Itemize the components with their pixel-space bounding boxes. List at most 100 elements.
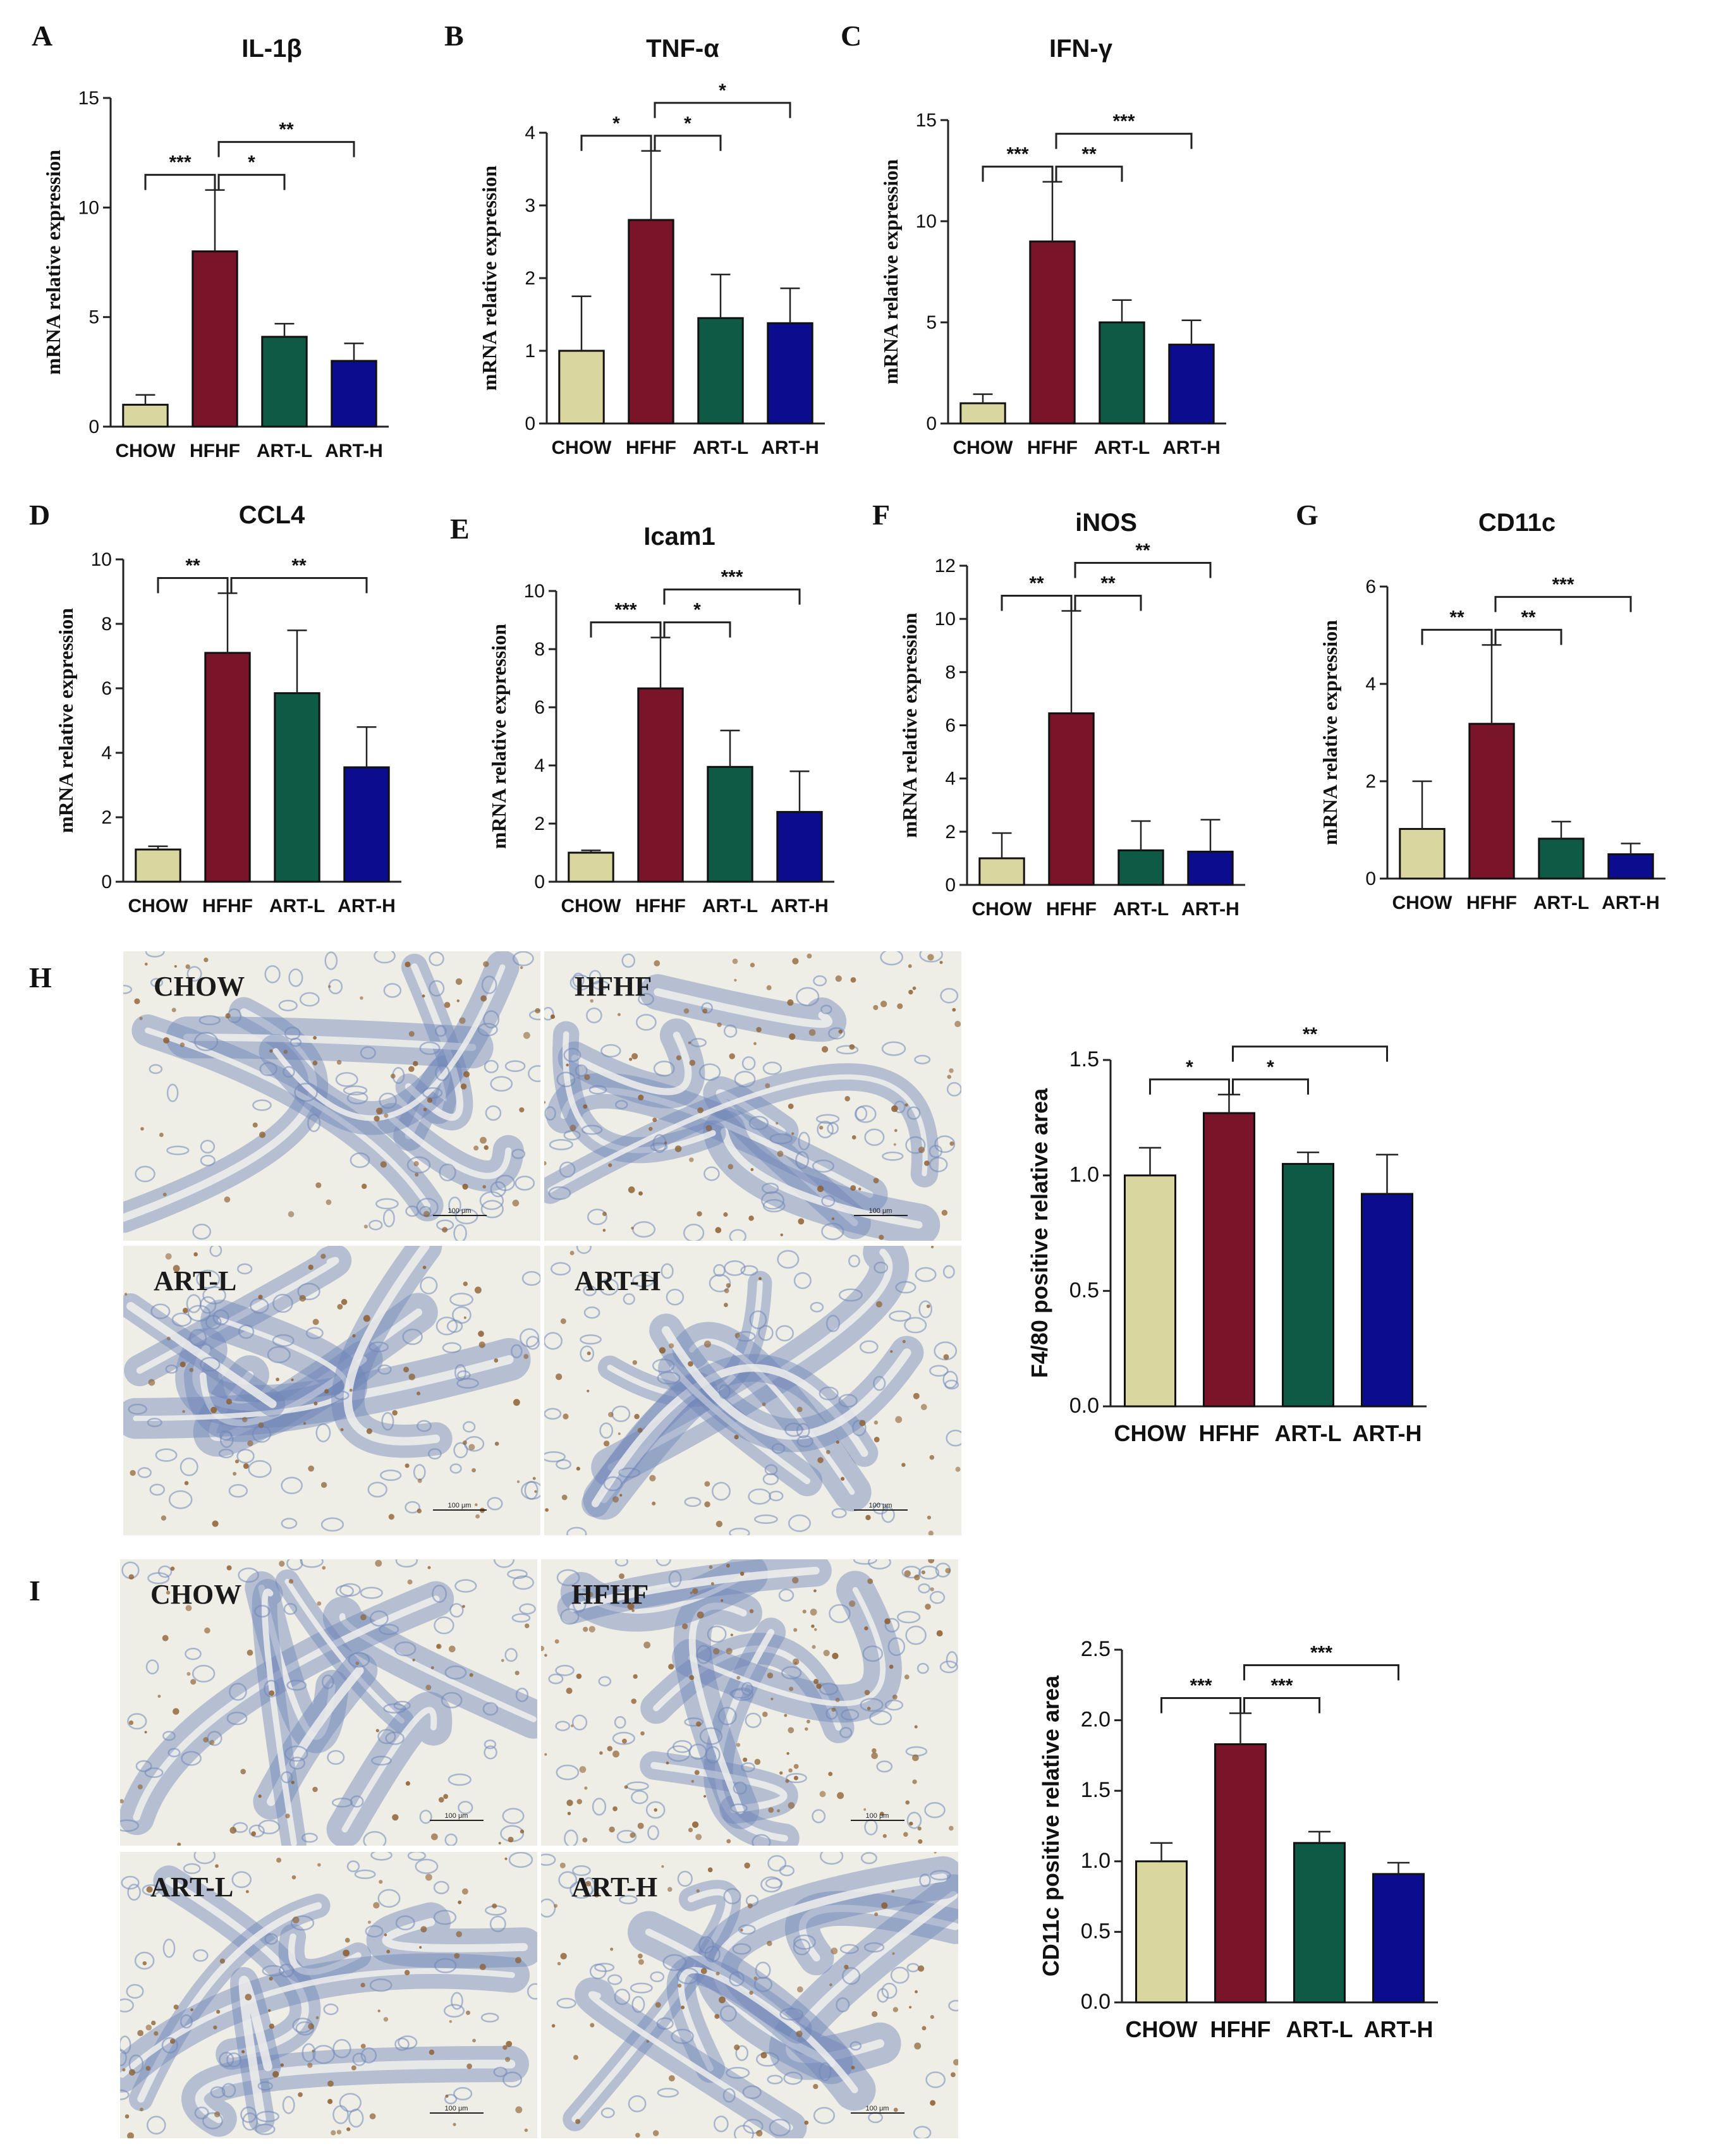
micrograph-label: CHOW	[154, 971, 245, 1002]
stain-dot	[469, 1673, 473, 1678]
cell	[252, 1099, 272, 1111]
cell	[375, 1198, 399, 1210]
cell	[480, 1200, 504, 1219]
stain-dot	[835, 975, 842, 982]
cell	[564, 1829, 578, 1846]
stain-dot	[879, 1234, 884, 1240]
cell	[324, 951, 338, 970]
cell	[544, 1451, 566, 1463]
stain-dot	[303, 1422, 307, 1425]
significance-bracket	[654, 135, 722, 151]
stain-dot	[652, 1118, 657, 1123]
cell	[571, 1714, 588, 1731]
stain-dot	[697, 1211, 702, 1217]
lumen-line	[689, 1338, 855, 1495]
significance-bracket	[1494, 595, 1632, 612]
y-tick-label: 10	[91, 549, 112, 570]
stain-dot	[585, 1880, 592, 1887]
tissue-layer	[544, 1246, 961, 1535]
stain-dot	[700, 1968, 707, 1975]
stain-dot	[454, 1952, 460, 1959]
cell	[729, 1229, 746, 1241]
stain-dot	[224, 1196, 231, 1203]
lumen-line	[343, 1246, 441, 1446]
stain-dot	[609, 1826, 615, 1833]
stain-dot	[420, 1926, 427, 1933]
cell	[360, 2047, 377, 2064]
cell	[127, 1713, 147, 1730]
panel-letter-c: C	[841, 20, 862, 52]
stain-dot	[914, 1725, 918, 1729]
stain-dot	[654, 960, 661, 966]
stain-dot	[661, 1865, 664, 1868]
stain-dot	[709, 1565, 713, 1569]
stain-dot	[791, 1132, 795, 1135]
stain-dot	[954, 1021, 961, 1028]
category-label: ART-H	[761, 437, 819, 458]
cell	[919, 951, 943, 963]
stain-dot	[554, 1904, 558, 1908]
panel-letter-a: A	[32, 20, 52, 52]
cell	[290, 1915, 315, 1931]
stain-dot	[413, 1061, 418, 1066]
stain-dot	[844, 1095, 850, 1102]
stain-dot	[696, 1721, 702, 1727]
stain-dot	[829, 1983, 832, 1987]
lumen-line	[267, 1666, 364, 1806]
stain-dot	[429, 2049, 435, 2056]
cell	[723, 1024, 738, 1038]
cell	[348, 1652, 370, 1668]
cell	[873, 1375, 886, 1391]
y-tick-label: 6	[101, 678, 112, 699]
stain-dot	[734, 1435, 739, 1440]
stain-dot	[315, 2016, 319, 2019]
stain-dot	[190, 1679, 197, 1685]
cell	[650, 1142, 668, 1152]
bar-hfhf	[1029, 240, 1076, 425]
chart-i: 0.0 0.5 1.0 1.5 2.0 2.5 CD11c positive relativ…	[1038, 1637, 1438, 2042]
stain-dot	[681, 2006, 685, 2009]
stain-dot	[404, 1970, 410, 1976]
bar-chow	[122, 403, 169, 428]
significance-bracket	[217, 174, 286, 190]
stain-dot	[233, 1471, 237, 1476]
stain-dot	[474, 1286, 482, 1294]
scale-bar-label: 100 μm	[448, 1502, 472, 1509]
tissue-layer	[123, 1246, 540, 1532]
stain-dot	[697, 1107, 703, 1114]
cell	[332, 2038, 351, 2059]
cell	[379, 1624, 399, 1635]
stain-dot	[638, 1959, 644, 1965]
y-tick-label: 0	[926, 413, 937, 434]
stain-dot	[918, 1965, 925, 1972]
bar-chow	[558, 350, 605, 425]
stain-dot	[561, 1494, 568, 1501]
y-axis-label: mRNA relative expression	[487, 624, 510, 849]
stain-dot	[914, 2042, 922, 2050]
y-tick-label: 4	[1365, 674, 1376, 695]
y-tick-label: 15	[78, 88, 99, 109]
scale-bar-label: 100 μm	[448, 1207, 472, 1215]
significance-bracket	[1055, 133, 1193, 149]
stain-dot	[369, 2113, 376, 2120]
lumen-line	[136, 1257, 339, 1374]
cell	[205, 1315, 222, 1330]
cell	[580, 1345, 595, 1362]
cell	[346, 1091, 368, 1105]
stain-dot	[430, 1666, 434, 1669]
cell	[556, 1459, 571, 1470]
stain-dot	[165, 1253, 172, 1260]
stain-dot	[241, 2050, 245, 2054]
cell	[667, 1745, 691, 1762]
micrograph-i-hfhf: HFHF 100 μm	[541, 1559, 958, 1846]
cell	[452, 1306, 472, 1324]
cell	[186, 966, 202, 982]
cell	[769, 2118, 791, 2136]
stain-dot	[144, 963, 148, 966]
lumen-line	[192, 1345, 514, 1411]
cell	[779, 2007, 804, 2021]
significance-bracket	[1421, 628, 1493, 645]
stain-dot	[812, 1645, 816, 1649]
cell	[657, 2088, 679, 2098]
